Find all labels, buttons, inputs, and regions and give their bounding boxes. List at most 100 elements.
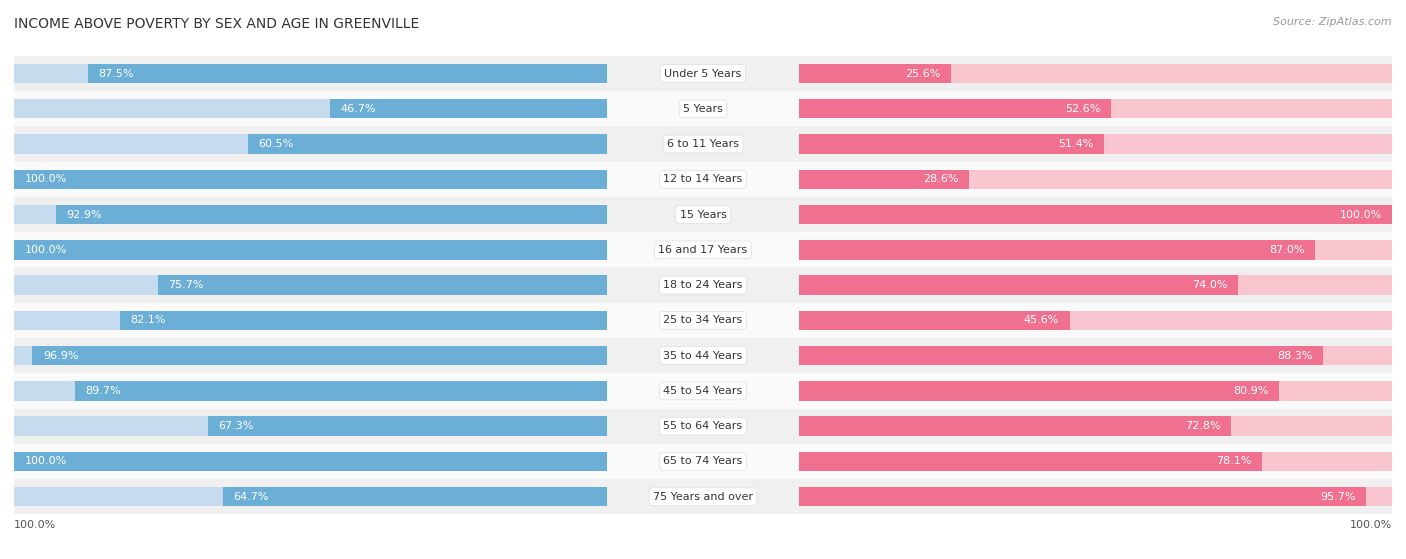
Text: 46.7%: 46.7% <box>340 104 375 114</box>
Text: 100.0%: 100.0% <box>24 456 66 466</box>
Bar <box>800 381 1392 401</box>
Text: 95.7%: 95.7% <box>1320 492 1357 501</box>
Bar <box>14 162 1392 197</box>
Text: 75.7%: 75.7% <box>169 280 204 290</box>
Text: 96.9%: 96.9% <box>42 350 79 361</box>
Text: 6 to 11 Years: 6 to 11 Years <box>666 139 740 149</box>
Bar <box>56 205 606 224</box>
Text: INCOME ABOVE POVERTY BY SEX AND AGE IN GREENVILLE: INCOME ABOVE POVERTY BY SEX AND AGE IN G… <box>14 17 419 31</box>
Bar <box>14 311 606 330</box>
Text: Source: ZipAtlas.com: Source: ZipAtlas.com <box>1274 17 1392 27</box>
Bar <box>14 276 606 295</box>
Text: 35 to 44 Years: 35 to 44 Years <box>664 350 742 361</box>
Bar <box>32 346 606 366</box>
Bar <box>800 276 1237 295</box>
Bar <box>14 346 606 366</box>
Text: 100.0%: 100.0% <box>14 519 56 529</box>
Bar <box>14 452 606 471</box>
Text: 74.0%: 74.0% <box>1192 280 1227 290</box>
Text: 72.8%: 72.8% <box>1185 421 1220 431</box>
Bar <box>224 487 606 506</box>
Bar <box>14 338 1392 373</box>
Bar <box>14 232 1392 267</box>
Bar <box>14 409 1392 444</box>
Bar <box>14 197 1392 232</box>
Text: 65 to 74 Years: 65 to 74 Years <box>664 456 742 466</box>
Text: 100.0%: 100.0% <box>1340 210 1382 220</box>
Text: 100.0%: 100.0% <box>24 174 66 184</box>
Text: Under 5 Years: Under 5 Years <box>665 69 741 78</box>
Bar <box>208 416 606 436</box>
Bar <box>800 416 1392 436</box>
Text: 25.6%: 25.6% <box>905 69 941 78</box>
Bar <box>800 99 1392 119</box>
Text: 87.5%: 87.5% <box>98 69 134 78</box>
Text: 92.9%: 92.9% <box>66 210 103 220</box>
Bar <box>14 240 606 259</box>
Bar <box>14 416 606 436</box>
Bar <box>14 134 606 154</box>
Bar <box>14 479 1392 514</box>
Text: 82.1%: 82.1% <box>131 315 166 325</box>
Bar <box>800 64 950 83</box>
Bar <box>800 99 1111 119</box>
Bar <box>800 346 1323 366</box>
Bar <box>800 240 1392 259</box>
Bar <box>800 452 1392 471</box>
Bar <box>800 134 1392 154</box>
Bar <box>14 169 606 189</box>
Bar <box>800 416 1230 436</box>
Text: 60.5%: 60.5% <box>259 139 294 149</box>
Bar <box>75 381 606 401</box>
Bar <box>247 134 606 154</box>
Text: 67.3%: 67.3% <box>218 421 253 431</box>
Bar <box>800 169 1392 189</box>
Text: 25 to 34 Years: 25 to 34 Years <box>664 315 742 325</box>
Bar <box>330 99 606 119</box>
Text: 75 Years and over: 75 Years and over <box>652 492 754 501</box>
Bar <box>120 311 606 330</box>
Text: 64.7%: 64.7% <box>233 492 269 501</box>
Bar <box>800 276 1392 295</box>
Bar <box>800 169 969 189</box>
Bar <box>14 205 606 224</box>
Text: 5 Years: 5 Years <box>683 104 723 114</box>
Bar <box>14 452 606 471</box>
Text: 80.9%: 80.9% <box>1233 386 1268 396</box>
Text: 45 to 54 Years: 45 to 54 Years <box>664 386 742 396</box>
Text: 78.1%: 78.1% <box>1216 456 1251 466</box>
Bar <box>89 64 606 83</box>
Text: 15 Years: 15 Years <box>679 210 727 220</box>
Text: 12 to 14 Years: 12 to 14 Years <box>664 174 742 184</box>
Bar <box>800 205 1392 224</box>
Bar <box>14 91 1392 126</box>
Bar <box>14 487 606 506</box>
Bar <box>800 134 1104 154</box>
Text: 87.0%: 87.0% <box>1270 245 1305 255</box>
Bar <box>14 169 606 189</box>
Bar <box>800 452 1263 471</box>
Bar <box>157 276 606 295</box>
Bar <box>800 311 1070 330</box>
Bar <box>800 240 1315 259</box>
Bar <box>800 487 1392 506</box>
Text: 100.0%: 100.0% <box>24 245 66 255</box>
Bar <box>800 346 1392 366</box>
Bar <box>14 56 1392 91</box>
Text: 16 and 17 Years: 16 and 17 Years <box>658 245 748 255</box>
Bar <box>800 487 1367 506</box>
Bar <box>14 126 1392 162</box>
Text: 45.6%: 45.6% <box>1024 315 1059 325</box>
Bar <box>800 205 1392 224</box>
Text: 88.3%: 88.3% <box>1277 350 1312 361</box>
Text: 28.6%: 28.6% <box>924 174 959 184</box>
Bar <box>800 381 1279 401</box>
Bar <box>14 373 1392 409</box>
Text: 52.6%: 52.6% <box>1066 104 1101 114</box>
Bar <box>14 381 606 401</box>
Text: 51.4%: 51.4% <box>1059 139 1094 149</box>
Bar <box>14 64 606 83</box>
Text: 89.7%: 89.7% <box>86 386 121 396</box>
Bar <box>800 64 1392 83</box>
Text: 100.0%: 100.0% <box>1350 519 1392 529</box>
